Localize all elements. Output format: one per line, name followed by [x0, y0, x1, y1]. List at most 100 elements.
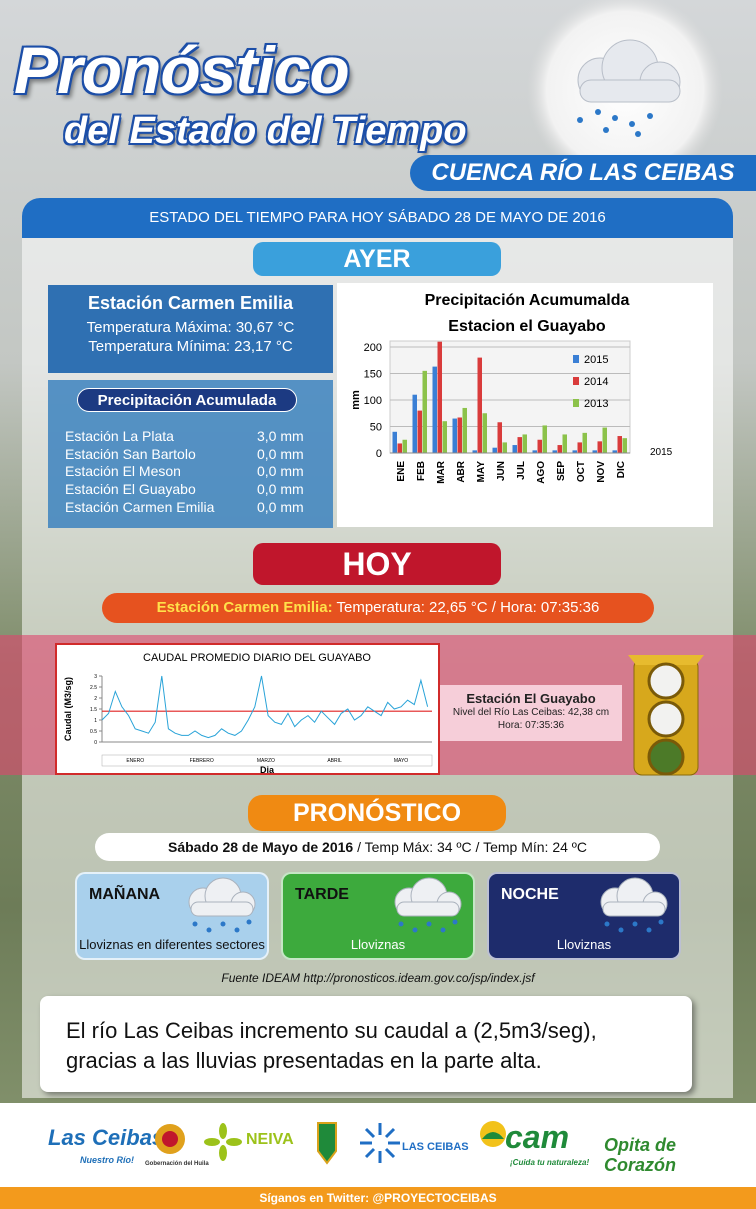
x-tick-label: MAR: [436, 460, 447, 484]
logo-icon: [317, 1122, 337, 1165]
x-tick-label: FEBRERO: [190, 758, 214, 764]
bar: [497, 422, 502, 453]
logo: Opita de Corazón: [604, 1135, 677, 1175]
footer: Síganos en Twitter: @PROYECTOCEIBAS: [0, 1187, 756, 1209]
plot-wall: [389, 340, 631, 454]
y-tick-label: 3: [94, 674, 97, 680]
logo-icon: [360, 1123, 400, 1163]
logo-strip: Las Ceibas Nuestro Río! Gobernación del …: [0, 1103, 756, 1187]
bar: [517, 437, 522, 453]
bar: [617, 436, 622, 453]
river-station-name: Estación El Guayabo: [466, 691, 596, 706]
x-tick-label: DIC: [616, 461, 627, 478]
bar: [457, 417, 462, 453]
station-name: Estación Carmen Emilia: [87, 293, 294, 313]
bar: [537, 439, 542, 453]
precipitation-value: 3,0 mm: [257, 428, 304, 444]
y-tick-label: 0.5: [90, 729, 97, 735]
bar: [577, 442, 582, 453]
x-tick-label: ABR: [456, 460, 467, 482]
y-tick-label: 50: [370, 422, 382, 434]
bar: [592, 450, 597, 453]
period-text: Lloviznas en diferentes sectores: [79, 937, 265, 952]
region-banner: CUENCA RÍO LAS CEIBAS: [410, 155, 756, 191]
bar: [437, 341, 442, 453]
x-tick-label: FEB: [416, 461, 427, 481]
chart-title: CAUDAL PROMEDIO DIARIO DEL GUAYABO: [143, 652, 371, 664]
x-tick-label: OCT: [576, 461, 587, 482]
station-name: Estación El Meson: [65, 463, 181, 480]
precipitation-value: 0,0 mm: [257, 498, 304, 515]
bar: [597, 441, 602, 453]
y-axis-label: Caudal (M3/sg): [63, 677, 73, 741]
precipitation-value: 0,0 mm: [257, 481, 304, 498]
bar: [432, 366, 437, 453]
bar: [622, 438, 627, 453]
y-tick-label: 2: [94, 696, 97, 702]
chart-box: CAUDAL PROMEDIO DIARIO DEL GUAYABO 0 0.5 1 1…: [55, 643, 440, 775]
x-tick-label: AGO: [536, 461, 547, 484]
chart: Precipitación Acumumalda Estacion el Guay…: [350, 292, 673, 484]
chart: CAUDAL PROMEDIO DIARIO DEL GUAYABO 0 0.5 1 1…: [63, 652, 433, 775]
chart-title: Precipitación Acumumalda: [425, 292, 630, 309]
bar: [532, 450, 537, 453]
period-name: NOCHE: [501, 886, 559, 903]
weather-icon: [188, 877, 256, 933]
bar: [492, 447, 497, 453]
depth-axis-label: 2015: [650, 447, 673, 458]
bar: [522, 434, 527, 453]
y-tick-label: 100: [364, 395, 382, 407]
period-text: Lloviznas: [556, 937, 612, 952]
chart-subtitle: Estacion el Guayabo: [448, 318, 606, 335]
station-line: Temperatura Máxima: 30,67 °C: [86, 319, 295, 336]
date: Sábado 28 de Mayo de 2016: [168, 839, 354, 855]
x-tick-label: ENERO: [126, 758, 144, 764]
bar: [542, 425, 547, 453]
bar: [557, 445, 562, 453]
x-tick-label: MARZO: [257, 758, 275, 764]
precipitation-value: 0,0 mm: [257, 463, 304, 480]
bar: [562, 434, 567, 453]
bar: [552, 450, 557, 453]
chart-box: Precipitación Acumumalda Estacion el Guay…: [337, 283, 713, 527]
y-tick-label: 200: [364, 342, 382, 354]
y-tick-label: 1.5: [90, 707, 97, 713]
period-name: TARDE: [295, 886, 349, 903]
source: Fuente IDEAM http://pronosticos.ideam.go…: [221, 971, 535, 985]
x-tick-label: JUL: [516, 461, 527, 480]
precipitation-value: 0,0 mm: [257, 445, 304, 462]
section-heading: HOY: [253, 543, 501, 585]
logo-icon: [480, 1121, 506, 1147]
station-name: Estación Carmen Emilia: [65, 498, 215, 515]
subtitle: del Estado del Tiempo: [64, 110, 467, 152]
station-label: Estación Carmen Emilia:: [156, 599, 333, 616]
y-tick-label: 150: [364, 369, 382, 381]
x-tick-label: JUN: [496, 461, 507, 481]
period-name: MAÑANA: [89, 886, 161, 903]
reading: Temperatura: 22,65 °C / Hora: 07:35:36: [336, 599, 600, 616]
weather-icon: [527, 0, 723, 188]
section-heading: PRONÓSTICO: [248, 795, 506, 831]
bar: [417, 410, 422, 453]
x-tick-label: SEP: [556, 461, 567, 481]
bar: [502, 442, 507, 453]
x-tick-label: MAYO: [394, 758, 408, 764]
title: Pronóstico: [14, 33, 350, 107]
weather-icon: [600, 877, 668, 933]
logo: Las Ceibas: [48, 1125, 165, 1150]
logo: cam: [505, 1119, 570, 1155]
bar: [452, 418, 457, 453]
river-station: Estación El Guayabo Nivel del Río Las Ce…: [440, 685, 622, 741]
legend-label: 2015: [584, 354, 608, 366]
line: [101, 675, 429, 739]
weather-icon: [394, 877, 462, 933]
bar: [412, 394, 417, 453]
logo: NEIVA: [246, 1131, 294, 1148]
logo: LAS CEIBAS: [402, 1141, 469, 1153]
x-tick-label: ABRIL: [327, 758, 342, 764]
station-box: Estación Carmen Emilia Temperatura Máxim…: [48, 285, 333, 373]
bar: [572, 450, 577, 453]
bar: [392, 431, 397, 453]
y-tick-label: 0: [376, 448, 382, 460]
legend-swatch: [573, 355, 579, 363]
